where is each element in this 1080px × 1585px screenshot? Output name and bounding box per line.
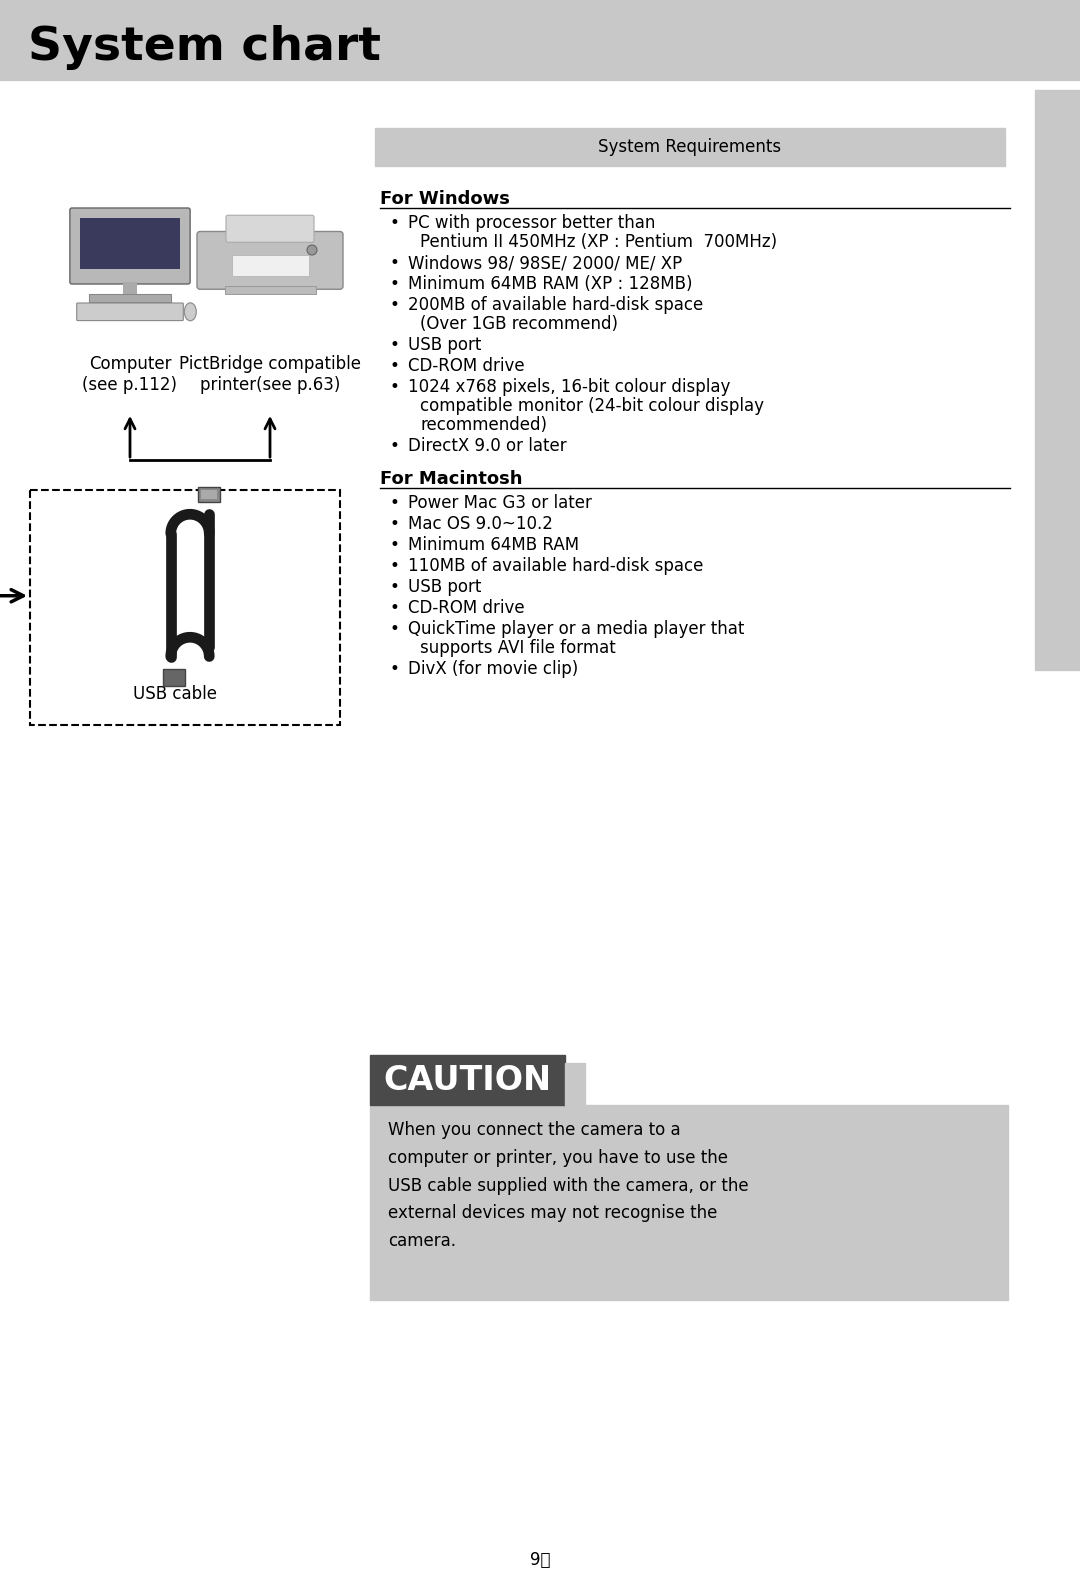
Text: •: •	[390, 579, 400, 596]
FancyBboxPatch shape	[226, 216, 314, 243]
Text: When you connect the camera to a
computer or printer, you have to use the
USB ca: When you connect the camera to a compute…	[388, 1121, 748, 1251]
Bar	[370, 1056, 565, 1105]
Text: 200MB of available hard-disk space: 200MB of available hard-disk space	[408, 296, 703, 314]
Text: supports AVI file format: supports AVI file format	[420, 639, 616, 658]
Text: •: •	[390, 659, 400, 678]
Bar	[370, 1105, 1008, 1300]
Bar	[80, 219, 180, 269]
Ellipse shape	[185, 303, 197, 320]
Text: •: •	[390, 254, 400, 273]
Text: •: •	[390, 620, 400, 639]
Bar	[30, 490, 340, 724]
Text: •: •	[390, 599, 400, 617]
Text: •: •	[390, 296, 400, 314]
Text: •: •	[390, 357, 400, 376]
Text: QuickTime player or a media player that: QuickTime player or a media player that	[408, 620, 744, 639]
Bar	[565, 1064, 585, 1105]
Text: Power Mac G3 or later: Power Mac G3 or later	[408, 495, 592, 512]
Text: USB cable: USB cable	[133, 685, 217, 704]
Bar	[0, 0, 1080, 79]
Text: Windows 98/ 98SE/ 2000/ ME/ XP: Windows 98/ 98SE/ 2000/ ME/ XP	[408, 254, 683, 273]
FancyBboxPatch shape	[70, 208, 190, 284]
Bar	[375, 128, 1005, 166]
Bar	[201, 490, 217, 499]
Text: (Over 1GB recommend): (Over 1GB recommend)	[420, 315, 618, 333]
Text: Minimum 64MB RAM: Minimum 64MB RAM	[408, 536, 579, 555]
Text: recommended): recommended)	[420, 415, 546, 434]
Text: For Macintosh: For Macintosh	[380, 471, 523, 488]
Text: DivX (for movie clip): DivX (for movie clip)	[408, 659, 578, 678]
Text: DirectX 9.0 or later: DirectX 9.0 or later	[408, 437, 567, 455]
Text: •: •	[390, 276, 400, 293]
FancyBboxPatch shape	[197, 231, 343, 288]
Text: 1024 x768 pixels, 16-bit colour display: 1024 x768 pixels, 16-bit colour display	[408, 377, 730, 396]
Text: CD-ROM drive: CD-ROM drive	[408, 357, 525, 376]
Bar	[90, 293, 171, 303]
Text: 110MB of available hard-disk space: 110MB of available hard-disk space	[408, 556, 703, 575]
Bar	[231, 255, 309, 276]
Bar	[225, 287, 315, 295]
Bar	[1035, 90, 1080, 670]
Text: •: •	[390, 536, 400, 555]
Circle shape	[307, 246, 318, 255]
Text: System Requirements: System Requirements	[598, 138, 782, 155]
Text: Mac OS 9.0~10.2: Mac OS 9.0~10.2	[408, 515, 553, 533]
Text: •: •	[390, 495, 400, 512]
Text: USB port: USB port	[408, 336, 482, 353]
Text: Computer
(see p.112): Computer (see p.112)	[82, 355, 177, 393]
Text: •: •	[390, 336, 400, 353]
Text: •: •	[390, 515, 400, 533]
Bar	[163, 669, 185, 686]
Bar	[199, 487, 220, 502]
Text: System chart: System chart	[28, 25, 381, 70]
Text: compatible monitor (24-bit colour display: compatible monitor (24-bit colour displa…	[420, 396, 764, 415]
Text: 9〉: 9〉	[530, 1552, 550, 1569]
Text: PC with processor better than: PC with processor better than	[408, 214, 656, 231]
Text: Minimum 64MB RAM (XP : 128MB): Minimum 64MB RAM (XP : 128MB)	[408, 276, 692, 293]
Text: USB port: USB port	[408, 579, 482, 596]
Text: •: •	[390, 556, 400, 575]
Text: CD-ROM drive: CD-ROM drive	[408, 599, 525, 617]
Text: For Windows: For Windows	[380, 190, 510, 208]
FancyBboxPatch shape	[77, 303, 184, 320]
Text: •: •	[390, 437, 400, 455]
Text: •: •	[390, 214, 400, 231]
Text: PictBridge compatible
printer(see p.63): PictBridge compatible printer(see p.63)	[179, 355, 361, 393]
Text: •: •	[390, 377, 400, 396]
Bar	[123, 282, 137, 293]
Text: Pentium II 450MHz (XP : Pentium  700MHz): Pentium II 450MHz (XP : Pentium 700MHz)	[420, 233, 778, 250]
Text: CAUTION: CAUTION	[383, 1064, 552, 1097]
